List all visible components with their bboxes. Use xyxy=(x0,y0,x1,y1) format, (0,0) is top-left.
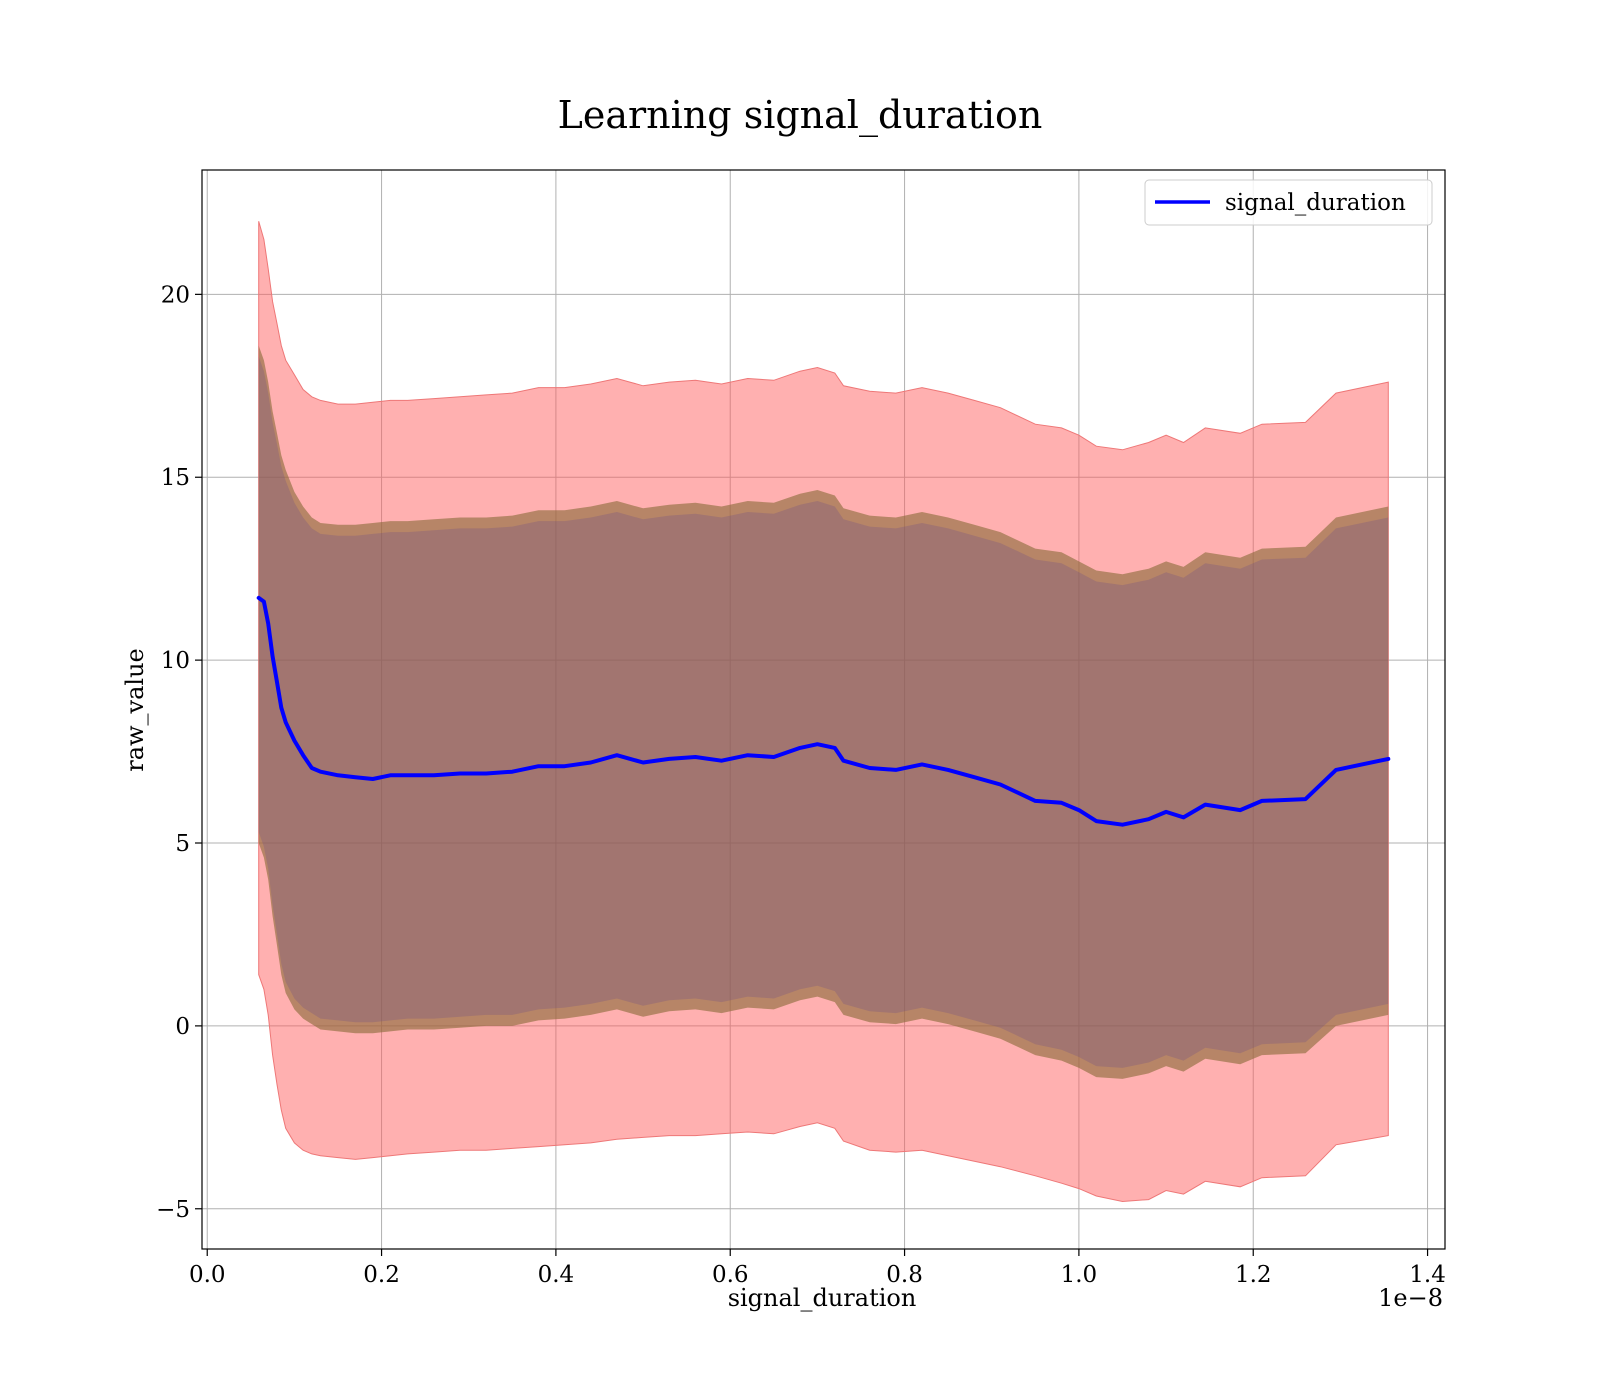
y-tick-label: 0 xyxy=(175,1014,190,1040)
x-tick-label: 0.2 xyxy=(363,1262,400,1288)
x-tick-label: 1.4 xyxy=(1409,1262,1446,1288)
y-tick-label: 10 xyxy=(161,648,190,674)
inner-band xyxy=(258,345,1389,1079)
x-axis-offset-text: 1e−8 xyxy=(1378,1284,1443,1312)
y-tick-label: 5 xyxy=(175,831,190,857)
x-tick-label: 0.6 xyxy=(712,1262,749,1288)
y-axis-label: raw_value xyxy=(121,648,149,772)
chart-title: Learning signal_duration xyxy=(558,93,1043,138)
confidence-bands xyxy=(258,221,1389,1203)
x-axis-ticks: 0.0 0.2 0.4 0.6 0.8 1.0 1.2 1.4 xyxy=(189,1249,1446,1288)
x-axis-label: signal_duration xyxy=(728,1284,917,1312)
y-tick-label: 15 xyxy=(161,465,190,491)
series-lines xyxy=(256,595,1391,827)
x-tick-label: 1.0 xyxy=(1061,1262,1098,1288)
legend: signal_duration xyxy=(1144,179,1433,226)
series-line-signal_duration xyxy=(256,595,1391,827)
plot-frame xyxy=(201,169,1446,1250)
y-tick-label: −5 xyxy=(156,1197,190,1223)
y-axis-ticks: −5 0 5 10 15 20 xyxy=(156,282,202,1223)
legend-box xyxy=(1144,179,1433,226)
x-tick-label: 0.0 xyxy=(189,1262,226,1288)
y-tick-label: 20 xyxy=(161,282,190,308)
x-tick-label: 0.8 xyxy=(886,1262,923,1288)
inner-band-core xyxy=(258,356,1389,1068)
legend-label: signal_duration xyxy=(1225,190,1406,216)
x-tick-label: 1.2 xyxy=(1235,1262,1272,1288)
x-tick-label: 0.4 xyxy=(538,1262,575,1288)
